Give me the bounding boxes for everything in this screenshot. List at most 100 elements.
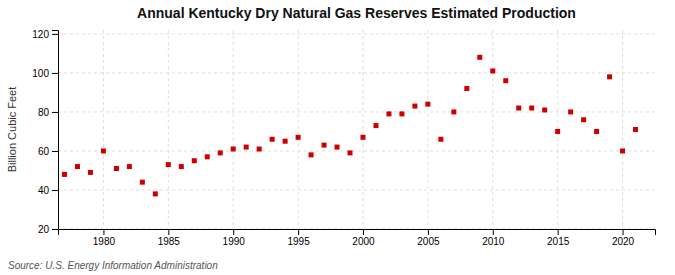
tick: 120 bbox=[32, 29, 58, 40]
grid-line-y bbox=[58, 33, 655, 34]
tick-mark bbox=[363, 229, 364, 235]
point bbox=[607, 74, 612, 79]
tick-mark bbox=[233, 229, 234, 235]
tick: 1995 bbox=[287, 229, 310, 247]
tick-label: 60 bbox=[38, 146, 50, 157]
tick: 2000 bbox=[352, 229, 375, 247]
point bbox=[270, 137, 275, 142]
point bbox=[425, 102, 430, 107]
point bbox=[192, 158, 197, 163]
point bbox=[568, 109, 573, 114]
tick-mark bbox=[623, 229, 624, 235]
grid-line-y bbox=[58, 150, 655, 151]
axis-line bbox=[59, 230, 656, 236]
tick: 2020 bbox=[612, 229, 635, 247]
tick-label: 2005 bbox=[417, 236, 440, 247]
tick-label: 1995 bbox=[287, 236, 310, 247]
y-axis-label: Billion Cubic Feet bbox=[6, 87, 18, 173]
tick-label: 80 bbox=[38, 107, 50, 118]
point bbox=[166, 162, 171, 167]
tick-label: 40 bbox=[38, 185, 50, 196]
tick-label: 2020 bbox=[612, 236, 635, 247]
grid-line-x bbox=[233, 30, 234, 229]
grid-line-y bbox=[58, 72, 655, 73]
title: Annual Kentucky Dry Natural Gas Reserves… bbox=[137, 5, 576, 21]
point bbox=[62, 172, 67, 177]
tick: 2010 bbox=[482, 229, 505, 247]
point bbox=[127, 164, 132, 169]
tick-label: 2000 bbox=[352, 236, 375, 247]
tick-mark bbox=[52, 34, 58, 35]
grid-line-x bbox=[492, 30, 493, 229]
point bbox=[231, 147, 236, 152]
axis-line bbox=[52, 31, 59, 230]
tick-mark bbox=[493, 229, 494, 235]
grid bbox=[58, 30, 655, 229]
point bbox=[296, 135, 301, 140]
grid-line-x bbox=[427, 30, 428, 229]
grid-line-x bbox=[168, 30, 169, 229]
tick-mark bbox=[103, 229, 104, 235]
point bbox=[114, 166, 119, 171]
point bbox=[205, 154, 210, 159]
tick-mark bbox=[298, 229, 299, 235]
point bbox=[464, 86, 469, 91]
tick: 20 bbox=[38, 224, 58, 235]
tick: 100 bbox=[32, 68, 58, 79]
tick-mark bbox=[52, 190, 58, 191]
point bbox=[179, 164, 184, 169]
point bbox=[348, 150, 353, 155]
point bbox=[75, 164, 80, 169]
point bbox=[101, 148, 106, 153]
tick-label: 120 bbox=[32, 29, 49, 40]
tick: 2015 bbox=[547, 229, 570, 247]
tick-label: 2010 bbox=[482, 236, 505, 247]
point bbox=[529, 106, 534, 111]
tick: 1980 bbox=[93, 229, 116, 247]
point bbox=[257, 147, 262, 152]
tick: 2005 bbox=[417, 229, 440, 247]
grid-line-x bbox=[103, 30, 104, 229]
point bbox=[477, 55, 482, 60]
grid-line-x bbox=[622, 30, 623, 229]
point bbox=[399, 111, 404, 116]
point bbox=[386, 111, 391, 116]
point bbox=[335, 145, 340, 150]
grid-line-y bbox=[58, 111, 655, 112]
point bbox=[542, 107, 547, 112]
point bbox=[322, 143, 327, 148]
tick-label: 1980 bbox=[93, 236, 116, 247]
point bbox=[140, 180, 145, 185]
point bbox=[412, 104, 417, 109]
point bbox=[633, 127, 638, 132]
point bbox=[153, 191, 158, 196]
x-axis: 1980 1985 1990 1995 2000 2005 2010 2015 2020 bbox=[59, 229, 656, 247]
tick-mark bbox=[52, 73, 58, 74]
tick: 60 bbox=[38, 146, 58, 157]
point bbox=[451, 109, 456, 114]
tick-label: 2015 bbox=[547, 236, 570, 247]
point bbox=[555, 129, 560, 134]
point bbox=[490, 68, 495, 73]
tick: 1990 bbox=[223, 229, 246, 247]
tick-label: 100 bbox=[32, 68, 49, 79]
tick-mark bbox=[52, 151, 58, 152]
point bbox=[283, 139, 288, 144]
tick-mark bbox=[428, 229, 429, 235]
points bbox=[62, 55, 638, 197]
point bbox=[516, 106, 521, 111]
point bbox=[88, 170, 93, 175]
tick-label: 20 bbox=[38, 224, 50, 235]
tick: 40 bbox=[38, 185, 58, 196]
tick-label: 1990 bbox=[223, 236, 246, 247]
tick: 1985 bbox=[158, 229, 181, 247]
tick-mark bbox=[168, 229, 169, 235]
grid-line-x bbox=[298, 30, 299, 229]
y-axis: 20 40 60 80 100 120 bbox=[32, 29, 58, 235]
point bbox=[438, 137, 443, 142]
tick-mark bbox=[558, 229, 559, 235]
point bbox=[373, 123, 378, 128]
point bbox=[360, 135, 365, 140]
point bbox=[503, 78, 508, 83]
tick-mark bbox=[52, 229, 58, 230]
